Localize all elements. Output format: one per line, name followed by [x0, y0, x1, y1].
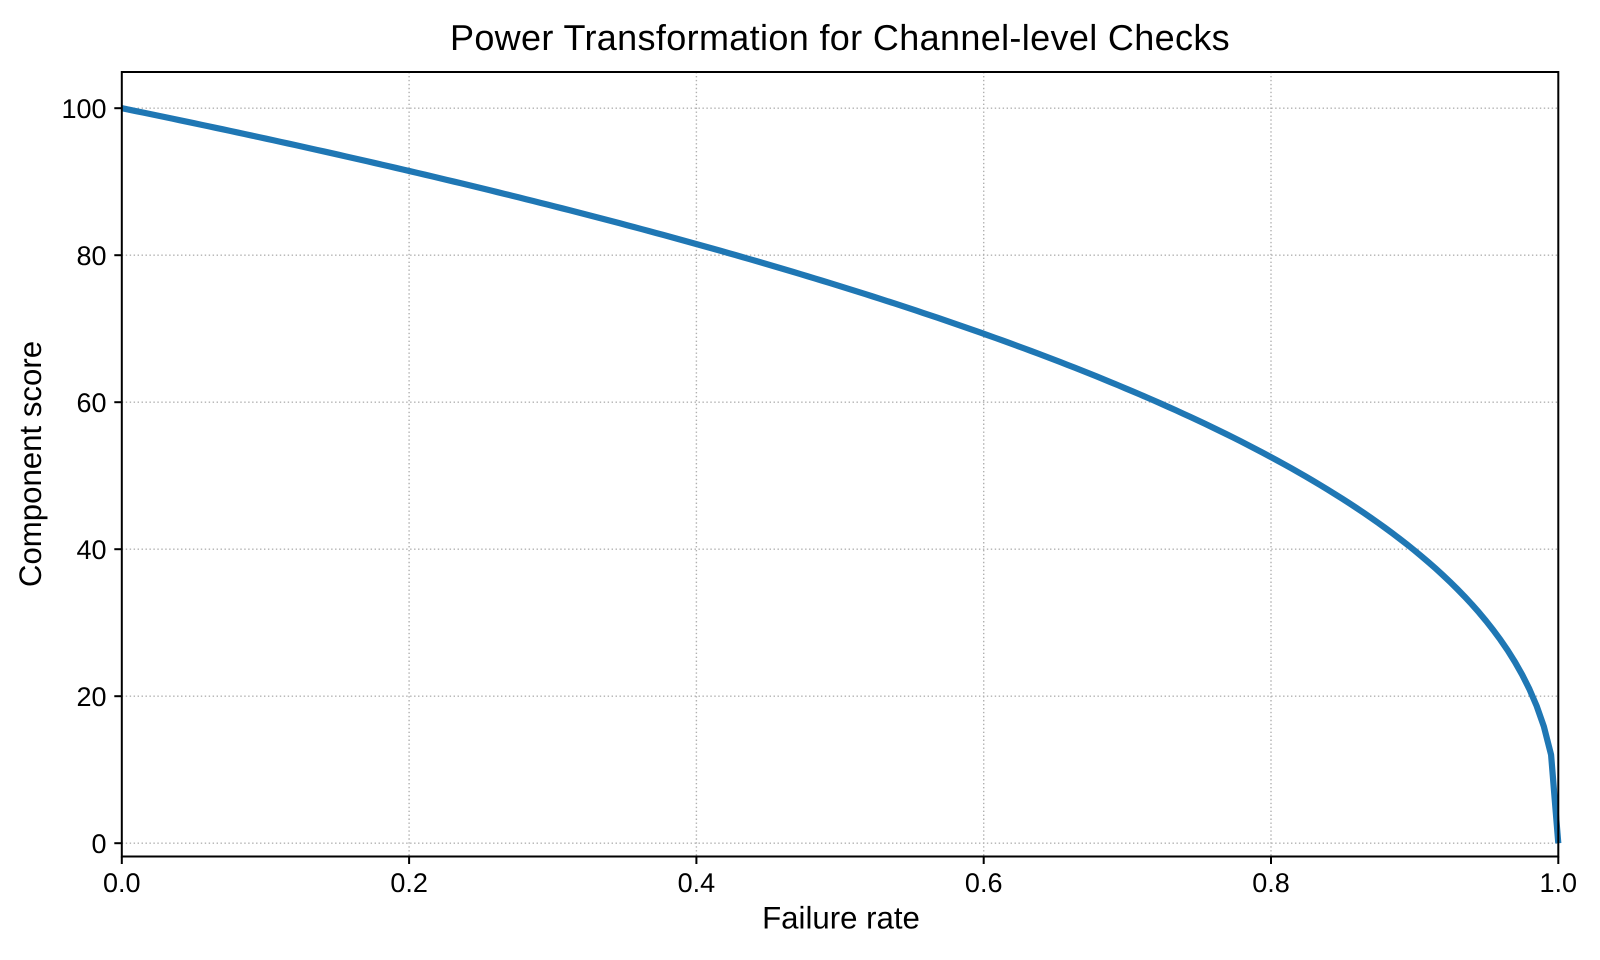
svg-text:Failure rate: Failure rate — [762, 901, 920, 936]
svg-text:Power Transformation for Chann: Power Transformation for Channel-level C… — [450, 17, 1230, 58]
svg-text:80: 80 — [76, 241, 106, 271]
svg-text:100: 100 — [61, 94, 106, 124]
svg-text:0.2: 0.2 — [390, 868, 428, 898]
svg-text:0.4: 0.4 — [678, 868, 716, 898]
svg-text:20: 20 — [76, 682, 106, 712]
svg-text:1.0: 1.0 — [1540, 868, 1578, 898]
svg-text:60: 60 — [76, 388, 106, 418]
svg-text:40: 40 — [76, 535, 106, 565]
svg-text:Component score: Component score — [13, 341, 48, 587]
svg-text:0: 0 — [91, 829, 106, 859]
svg-text:0.6: 0.6 — [965, 868, 1003, 898]
svg-text:0.8: 0.8 — [1252, 868, 1290, 898]
svg-text:0.0: 0.0 — [103, 868, 141, 898]
